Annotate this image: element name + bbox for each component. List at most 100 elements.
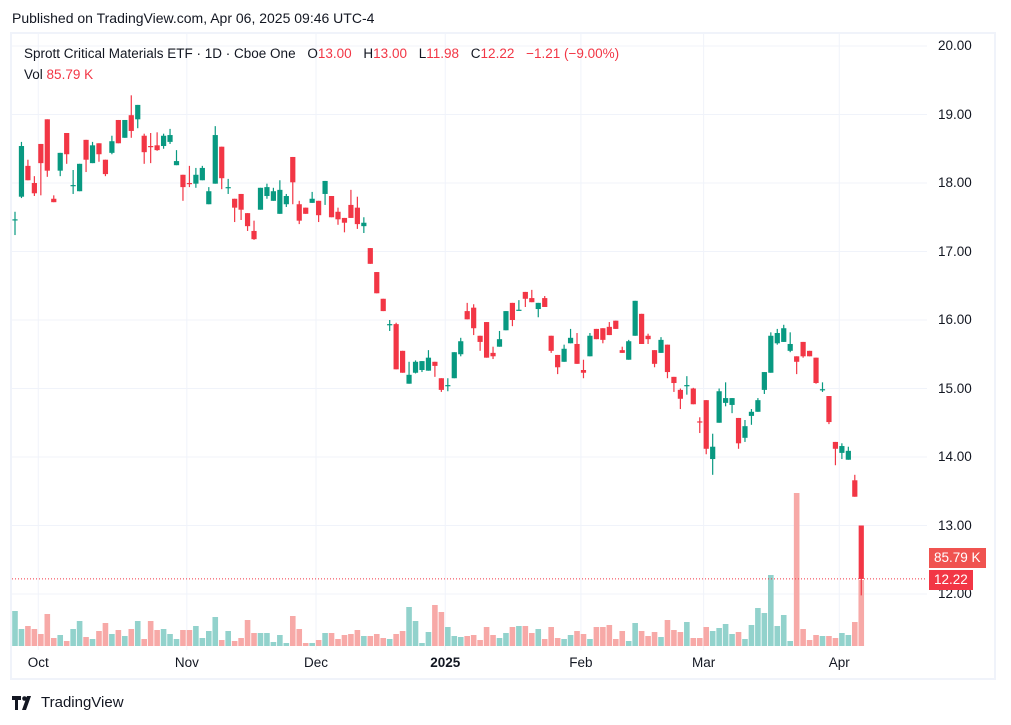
price-tick-label: 16.00 xyxy=(938,312,972,327)
candle-body xyxy=(542,298,548,307)
candle-body xyxy=(742,426,748,438)
candle xyxy=(83,139,89,173)
candle xyxy=(406,361,412,384)
candle-body xyxy=(148,146,154,148)
candle xyxy=(148,132,154,164)
volume-bar xyxy=(432,605,438,646)
candle xyxy=(703,400,709,455)
volume-bar xyxy=(774,626,781,646)
candle xyxy=(677,388,683,410)
candle xyxy=(781,324,787,342)
volume-bar xyxy=(593,627,600,646)
candle-body xyxy=(173,161,180,166)
candle-body xyxy=(451,352,457,379)
candle xyxy=(619,346,625,353)
volume-bar xyxy=(386,639,393,646)
volume-bar xyxy=(580,634,587,646)
candle-body xyxy=(555,354,561,368)
candle xyxy=(251,220,257,240)
volume-bar xyxy=(735,632,742,646)
candle-body xyxy=(225,187,231,189)
volume-bar xyxy=(18,629,25,646)
candle-body xyxy=(664,344,671,373)
candle-body xyxy=(787,343,793,351)
price-tick-label: 20.00 xyxy=(938,38,972,53)
volume-bar xyxy=(690,638,697,646)
candle xyxy=(535,302,541,318)
candle-body xyxy=(626,341,632,360)
candle xyxy=(348,189,354,218)
volume-bar xyxy=(328,633,335,646)
tradingview-logo[interactable]: TradingView xyxy=(12,694,124,711)
candle-body xyxy=(819,389,826,391)
volume-bar xyxy=(464,636,470,646)
candle-body xyxy=(309,198,315,203)
candle-body xyxy=(710,446,716,460)
candle xyxy=(445,378,451,392)
volume-bar xyxy=(218,640,225,646)
open-label: O xyxy=(307,46,318,61)
candle xyxy=(432,361,438,377)
volume-bar xyxy=(677,632,684,646)
candle-body xyxy=(277,189,283,214)
grid xyxy=(12,34,927,650)
candle-body xyxy=(845,450,851,460)
volume-bar xyxy=(115,630,122,646)
candle xyxy=(858,525,864,596)
volume-bar xyxy=(419,643,425,646)
candle xyxy=(451,352,457,379)
chart-frame xyxy=(10,32,996,680)
volume-bar xyxy=(529,633,535,646)
candle xyxy=(548,335,554,353)
candle xyxy=(128,95,134,138)
low-value: 11.98 xyxy=(426,46,460,61)
candle xyxy=(354,196,360,229)
volume-bar xyxy=(625,641,632,646)
candle xyxy=(742,420,748,442)
candle-body xyxy=(264,187,270,197)
volume-bar xyxy=(703,627,710,646)
candle xyxy=(109,135,115,155)
volume-bar xyxy=(806,640,813,646)
price-tick-label: 18.00 xyxy=(938,175,972,190)
candle-body xyxy=(464,311,470,320)
candle-body xyxy=(232,198,238,208)
candle-body xyxy=(677,389,683,399)
time-tick-label: Feb xyxy=(569,655,593,670)
candle xyxy=(477,335,483,351)
candle xyxy=(755,398,761,412)
low-label: L xyxy=(418,46,427,61)
symbol-title[interactable]: Sprott Critical Materials ETF · 1D · Cbo… xyxy=(24,46,296,61)
candle xyxy=(361,217,367,234)
volume-bar xyxy=(50,638,57,646)
candle xyxy=(613,320,619,329)
candle xyxy=(44,119,50,177)
price-tick-label: 14.00 xyxy=(938,449,972,464)
candle-body xyxy=(238,193,244,210)
candle xyxy=(135,104,141,129)
volume-bar xyxy=(490,635,496,646)
candle-body xyxy=(684,385,690,387)
candle-body xyxy=(303,207,309,214)
candle xyxy=(12,211,18,236)
candle xyxy=(787,332,793,353)
candle-body xyxy=(697,421,703,423)
price-tick-label: 13.00 xyxy=(938,517,972,533)
candle-body xyxy=(387,324,393,326)
volume-bar xyxy=(438,612,445,646)
volume-bar xyxy=(541,639,548,646)
volume-bar xyxy=(412,621,419,646)
volume-bar xyxy=(612,639,619,646)
candle xyxy=(800,341,806,358)
candle-body xyxy=(794,356,800,362)
candle xyxy=(290,156,296,205)
candle xyxy=(31,176,37,197)
volume-bar xyxy=(664,620,671,646)
candle-body xyxy=(335,211,341,220)
candle-body xyxy=(729,398,735,405)
volume-bar xyxy=(134,621,141,646)
close-value: 12.22 xyxy=(480,46,515,61)
price-tick-label: 17.00 xyxy=(938,243,972,259)
candle-body xyxy=(587,335,593,357)
